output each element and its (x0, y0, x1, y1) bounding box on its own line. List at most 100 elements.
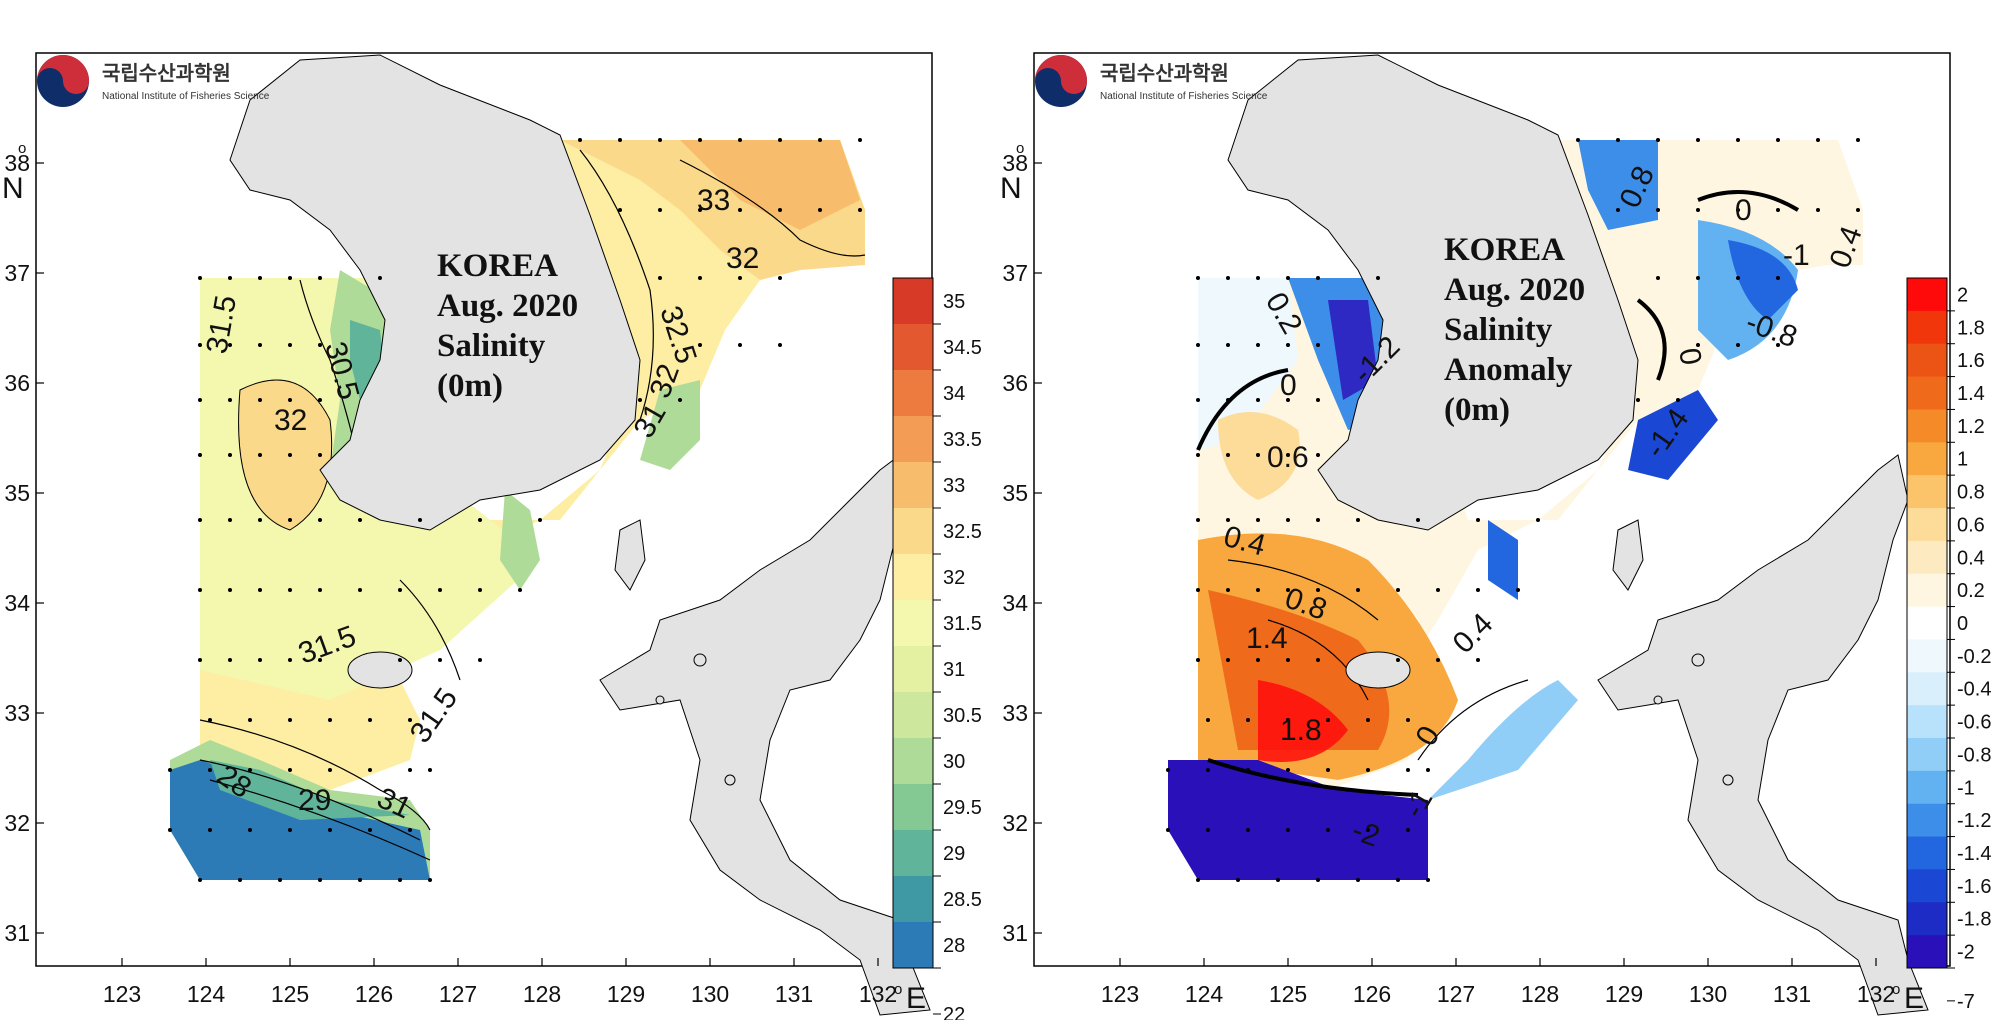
station-dot (1256, 453, 1260, 457)
station-dot (1316, 453, 1320, 457)
station-dot (1196, 276, 1200, 280)
station-dot (1226, 398, 1230, 402)
colorbar-swatch (1907, 606, 1947, 640)
lat-tick-label: 36 (1002, 370, 1028, 396)
station-dot (1286, 718, 1290, 722)
salinity-colorbar: 35 34.5 34 33.5 33 32.5 32 31.5 31 30.5 30 29.5 29 28… (892, 277, 982, 1020)
station-dot (858, 138, 862, 142)
colorbar-label: 29.5 (943, 797, 982, 819)
station-dot (738, 138, 742, 142)
station-dot (1616, 138, 1620, 142)
anomaly-colorbar: 2 1.8 1.6 1.4 1.2 1 0.8 0.6 0.4 0.2 0 -0.2 -0.4 -0.6 -… (1906, 277, 1991, 1013)
station-dot (1316, 398, 1320, 402)
station-dot (398, 658, 402, 662)
station-dot (1206, 828, 1210, 832)
colorbar-label: 29 (943, 843, 965, 865)
colorbar-label: -0.8 (1957, 744, 1991, 766)
station-dot (1196, 343, 1200, 347)
station-dot (1256, 658, 1260, 662)
logo-english-name: National Institute of Fisheries Science (1100, 91, 1268, 102)
station-dot (1316, 878, 1320, 882)
lon-tick-label: 131 (1773, 981, 1811, 1007)
lat-tick-label: 31 (1002, 920, 1028, 946)
station-dot (318, 343, 322, 347)
station-dot (198, 398, 202, 402)
lat-tick-label: 33 (1002, 700, 1028, 726)
station-dot (1286, 658, 1290, 662)
station-dot (228, 398, 232, 402)
station-dot (228, 453, 232, 457)
station-dot (1256, 518, 1260, 522)
station-dot (1196, 878, 1200, 882)
station-dot (1326, 828, 1330, 832)
map-title: KOREA Aug. 2020 Salinity Anomaly (0m) (1444, 232, 1585, 428)
map-axes: 123 124 125 126 127 128 129 130 131 132 31 32 33 34 35… (2, 140, 926, 1015)
station-dot (538, 518, 542, 522)
lon-tick-label: 126 (1353, 981, 1391, 1007)
degree-symbol: o (894, 981, 902, 998)
colorbar-swatch (1907, 442, 1947, 476)
colorbar-swatch (1907, 508, 1947, 542)
station-dot (1286, 828, 1290, 832)
contour-label: 29 (298, 784, 331, 817)
contour-label: 0 (1735, 194, 1752, 227)
lat-tick-label: 37 (1002, 260, 1028, 286)
lat-tick-label: 32 (4, 810, 30, 836)
station-dot (1736, 343, 1740, 347)
colorbar-swatch (1907, 836, 1947, 870)
station-dot (1226, 343, 1230, 347)
logo-english-name: National Institute of Fisheries Science (102, 91, 270, 102)
station-dot (1696, 276, 1700, 280)
station-dot (1286, 518, 1290, 522)
station-dot (858, 208, 862, 212)
colorbar-swatch (1907, 770, 1947, 805)
station-dot (288, 658, 292, 662)
station-dot (738, 343, 742, 347)
station-dot (1366, 828, 1370, 832)
contour-label: 0 (1672, 345, 1707, 367)
station-dot (1816, 208, 1820, 212)
colorbar-label: -7 (1957, 991, 1975, 1013)
lat-tick-label: 35 (1002, 480, 1028, 506)
station-dot (198, 453, 202, 457)
degree-symbol: o (18, 140, 26, 157)
station-dot (358, 588, 362, 592)
station-dot (228, 588, 232, 592)
station-dot (1476, 518, 1480, 522)
station-dot (278, 878, 282, 882)
station-dot (1366, 768, 1370, 772)
lon-tick-label: 123 (103, 981, 141, 1007)
station-dot (1286, 343, 1290, 347)
station-dot (248, 828, 252, 832)
station-dot (778, 343, 782, 347)
station-dot (438, 588, 442, 592)
colorbar-swatch (893, 830, 933, 877)
title-line-5: (0m) (1444, 392, 1510, 428)
station-dot (358, 518, 362, 522)
lon-tick-label: 131 (775, 981, 813, 1007)
station-dot (1326, 718, 1330, 722)
colorbar-swatch (1907, 409, 1947, 443)
station-dot (288, 718, 292, 722)
station-dot (1196, 658, 1200, 662)
station-dot (1166, 768, 1170, 772)
station-dot (228, 658, 232, 662)
lat-tick-label: 34 (1002, 590, 1028, 616)
station-dot (328, 718, 332, 722)
station-dot (738, 208, 742, 212)
colorbar-swatch (1907, 278, 1947, 312)
station-dot (1226, 518, 1230, 522)
colorbar-label: 1.4 (1957, 383, 1985, 405)
lon-tick-label: 129 (607, 981, 645, 1007)
station-dot (1396, 658, 1400, 662)
station-dot (228, 518, 232, 522)
station-dot (478, 518, 482, 522)
colorbar-swatch (893, 324, 933, 371)
colorbar-swatch (1907, 475, 1947, 509)
colorbar-swatch (1907, 705, 1947, 739)
colorbar-swatch (1907, 738, 1947, 772)
colorbar-label: 30 (943, 751, 965, 773)
station-dot (1326, 768, 1330, 772)
nifs-logo: 국립수산과학원 National Institute of Fisheries … (1035, 55, 1268, 107)
